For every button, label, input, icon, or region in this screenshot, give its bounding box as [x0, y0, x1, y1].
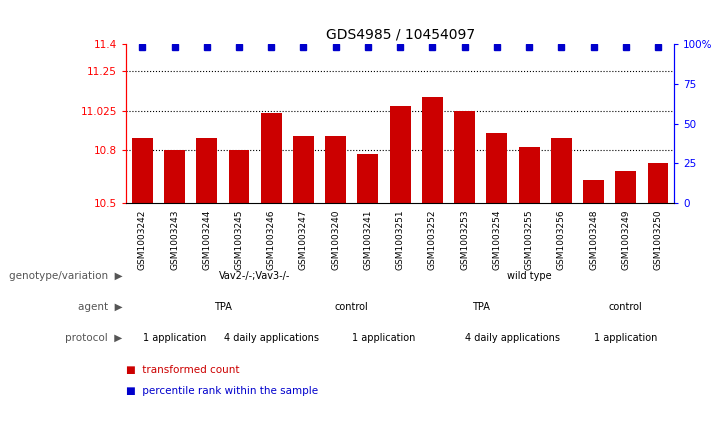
Text: GSM1003253: GSM1003253 — [460, 210, 469, 270]
Bar — [518, 147, 539, 203]
Text: wild type: wild type — [507, 271, 552, 281]
Text: Vav2-/-;Vav3-/-: Vav2-/-;Vav3-/- — [219, 271, 291, 281]
Text: ■  transformed count: ■ transformed count — [126, 365, 239, 375]
Bar — [358, 154, 379, 203]
Text: GSM1003246: GSM1003246 — [267, 210, 275, 270]
Text: GSM1003243: GSM1003243 — [170, 210, 179, 270]
Bar — [389, 106, 411, 203]
Text: GSM1003245: GSM1003245 — [234, 210, 244, 270]
Bar — [551, 138, 572, 203]
Text: GSM1003240: GSM1003240 — [331, 210, 340, 270]
Text: 4 daily applications: 4 daily applications — [466, 333, 560, 343]
Text: GSM1003256: GSM1003256 — [557, 210, 566, 270]
Bar — [229, 150, 249, 203]
Text: 1 application: 1 application — [594, 333, 658, 343]
Text: TPA: TPA — [472, 302, 490, 312]
Text: ■  percentile rank within the sample: ■ percentile rank within the sample — [126, 386, 318, 396]
Bar — [164, 150, 185, 203]
Text: GSM1003242: GSM1003242 — [138, 210, 147, 270]
Text: GSM1003254: GSM1003254 — [492, 210, 501, 270]
Bar — [261, 113, 282, 203]
Bar — [132, 138, 153, 203]
Text: control: control — [335, 302, 368, 312]
Text: TPA: TPA — [214, 302, 232, 312]
Bar — [487, 132, 508, 203]
Bar — [422, 97, 443, 203]
Text: control: control — [609, 302, 642, 312]
Text: agent  ▶: agent ▶ — [78, 302, 123, 312]
Text: GSM1003249: GSM1003249 — [622, 210, 630, 270]
Text: GSM1003250: GSM1003250 — [653, 210, 663, 270]
Text: 1 application: 1 application — [143, 333, 206, 343]
Text: GSM1003241: GSM1003241 — [363, 210, 373, 270]
Bar — [293, 136, 314, 203]
Bar — [454, 110, 475, 203]
Text: GSM1003248: GSM1003248 — [589, 210, 598, 270]
Text: GSM1003252: GSM1003252 — [428, 210, 437, 270]
Text: GSM1003247: GSM1003247 — [299, 210, 308, 270]
Text: GSM1003251: GSM1003251 — [396, 210, 404, 270]
Text: GSM1003244: GSM1003244 — [203, 210, 211, 270]
Bar — [196, 138, 217, 203]
Bar — [583, 180, 604, 203]
Bar — [615, 171, 636, 203]
Text: 4 daily applications: 4 daily applications — [224, 333, 319, 343]
Text: 1 application: 1 application — [353, 333, 416, 343]
Text: protocol  ▶: protocol ▶ — [66, 333, 123, 343]
Text: GSM1003255: GSM1003255 — [525, 210, 534, 270]
Text: genotype/variation  ▶: genotype/variation ▶ — [9, 271, 123, 281]
Bar — [647, 162, 668, 203]
Title: GDS4985 / 10454097: GDS4985 / 10454097 — [326, 28, 474, 42]
Bar — [325, 136, 346, 203]
